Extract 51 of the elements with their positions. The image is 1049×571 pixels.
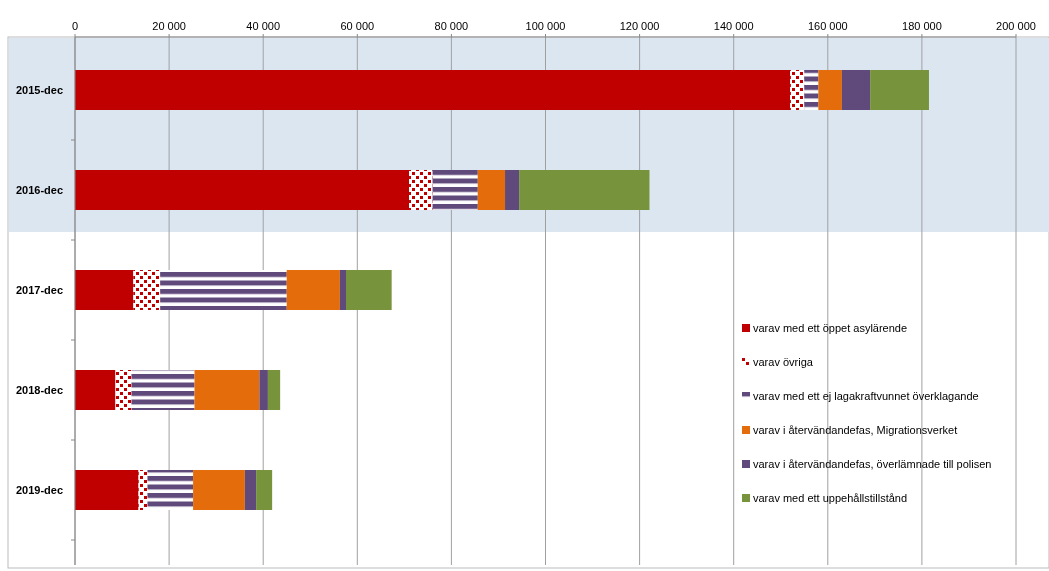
bar <box>160 270 287 310</box>
bar <box>477 170 506 210</box>
x-tick-label: 20 000 <box>152 20 186 32</box>
bar <box>519 170 650 210</box>
bar <box>790 70 805 110</box>
bar <box>259 370 268 410</box>
bar <box>75 370 116 410</box>
legend-label: varav i återvändandefas, Migrationsverket <box>753 424 958 436</box>
x-tick-label: 200 000 <box>996 20 1036 32</box>
bar <box>804 70 819 110</box>
y-tick-label: 2018-dec <box>15 384 63 396</box>
x-tick-label: 120 000 <box>619 20 660 32</box>
y-tick-label: 2017-dec <box>15 284 63 296</box>
x-tick-label: 40 000 <box>246 20 281 32</box>
x-tick-label: 140 000 <box>713 20 754 32</box>
bar <box>75 270 134 310</box>
bar <box>256 470 273 510</box>
bar <box>505 170 520 210</box>
legend-label: varav i återvändandefas, överlämnade till polisen <box>753 458 992 470</box>
bar <box>75 470 139 510</box>
x-tick-label: 100 000 <box>525 20 566 32</box>
bar <box>841 70 871 110</box>
y-tick-label: 2019-dec <box>15 484 63 496</box>
legend-label: varav med ett öppet asylärende <box>753 322 908 334</box>
bar <box>432 170 478 210</box>
bar <box>75 170 410 210</box>
bar <box>286 270 340 310</box>
bar <box>409 170 433 210</box>
bar <box>133 270 161 310</box>
legend-label: varav övriga <box>753 356 814 368</box>
legend-label: varav med ett uppehållstillstånd <box>753 492 908 504</box>
bar <box>194 370 260 410</box>
bar <box>131 370 195 410</box>
x-tick-label: 180 000 <box>902 20 942 32</box>
x-tick-label: 0 <box>71 20 79 32</box>
bar <box>193 470 245 510</box>
legend-label: varav med ett ej lagakraftvunnet överklagande <box>753 390 979 402</box>
bar <box>346 270 392 310</box>
x-tick-label: 60 000 <box>340 20 375 32</box>
bar <box>75 70 791 110</box>
bar <box>147 470 194 510</box>
bar <box>244 470 257 510</box>
x-tick-label: 160 000 <box>807 20 848 32</box>
bar <box>267 370 281 410</box>
bar <box>115 370 132 410</box>
y-tick-label: 2015-dec <box>15 84 63 96</box>
bar <box>339 270 347 310</box>
bar <box>870 70 929 110</box>
x-tick-label: 80 000 <box>434 20 469 32</box>
bar <box>818 70 842 110</box>
y-tick-label: 2016-dec <box>15 184 63 196</box>
